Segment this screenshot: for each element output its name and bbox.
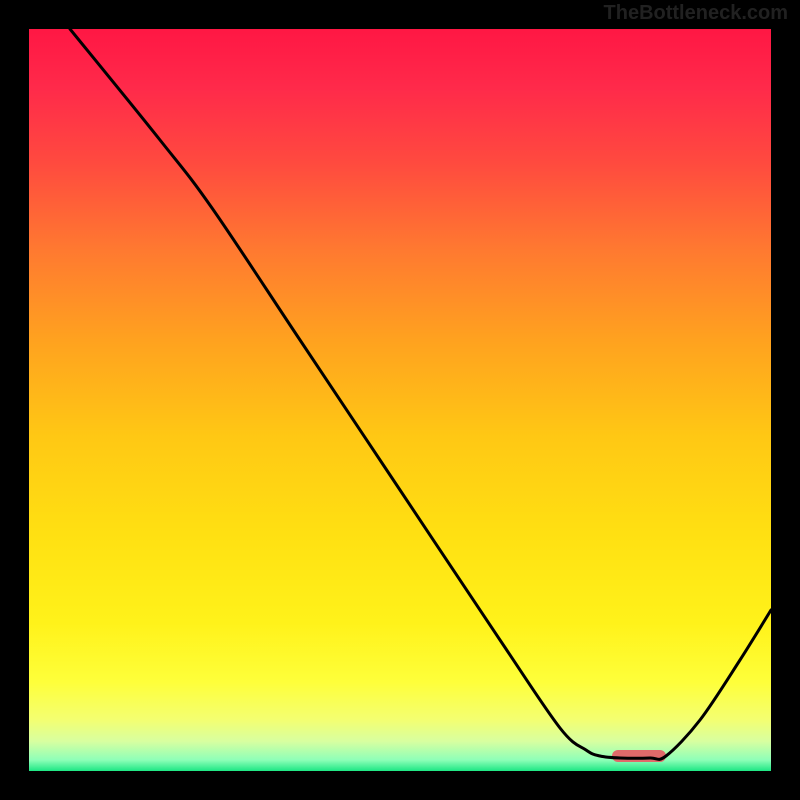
bottleneck-curve — [29, 29, 771, 771]
plot-area — [29, 29, 771, 771]
watermark-text: TheBottleneck.com — [604, 2, 788, 25]
